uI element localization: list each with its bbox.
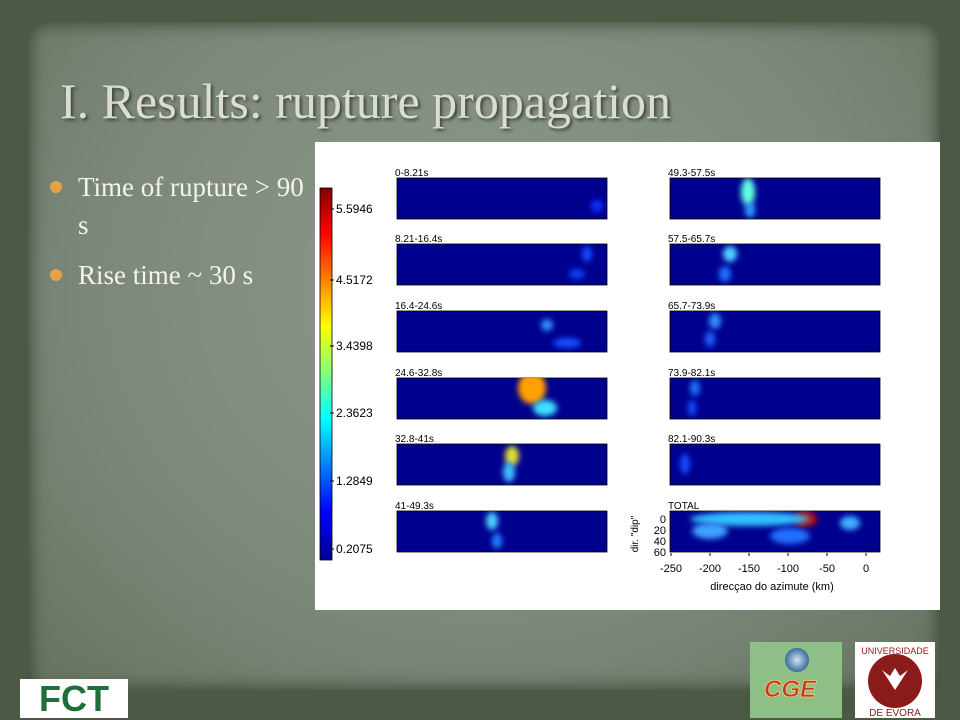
panel-background	[396, 510, 608, 553]
panel-label: 16.4-24.6s	[395, 301, 442, 312]
colorbar	[319, 187, 333, 561]
heat-blob	[719, 266, 731, 282]
fct-logo	[20, 679, 128, 718]
y-tick-label: 20	[654, 525, 666, 537]
heat-blob	[723, 246, 737, 262]
bullet: Time of rupture > 90 s	[48, 168, 318, 244]
panel-label: 24.6-32.8s	[395, 368, 442, 379]
panel-heatmap	[719, 246, 737, 282]
panel-heatmap	[705, 313, 721, 347]
panel-heatmap	[688, 380, 700, 416]
heat-blob	[745, 202, 755, 218]
panel-heatmap	[503, 446, 519, 482]
x-tick-label: -150	[738, 563, 760, 575]
heat-blob	[518, 378, 546, 404]
heat-blob	[680, 454, 690, 474]
heat-blob	[503, 462, 515, 482]
heat-blob	[705, 331, 715, 347]
heat-blob	[690, 512, 810, 526]
colorbar-label: 4.5172	[336, 273, 373, 287]
panel-heatmap	[518, 378, 557, 416]
panel-heatmap	[741, 178, 755, 218]
panel-heatmap	[569, 246, 592, 279]
panel-heatmap	[591, 200, 603, 212]
heat-blob	[541, 319, 553, 331]
heat-blob	[591, 200, 603, 212]
heat-blob	[553, 338, 581, 348]
heat-blob	[505, 446, 519, 466]
panel-background	[669, 377, 881, 420]
panel-heatmap	[541, 319, 581, 348]
panel-heatmap	[486, 512, 502, 549]
heat-blob	[492, 533, 502, 549]
heat-blob	[692, 523, 728, 539]
panel-background	[396, 177, 608, 220]
panel-background	[396, 443, 608, 486]
panel-label: 65.7-73.9s	[668, 301, 715, 312]
evora-bird	[882, 668, 908, 690]
heat-blob	[582, 246, 592, 262]
x-axis-label: direcçao do azimute (km)	[710, 581, 834, 593]
panel-label: 32.8-41s	[395, 434, 434, 445]
heat-blob	[533, 400, 557, 416]
x-tick-label: -50	[819, 563, 835, 575]
heat-blob	[569, 269, 585, 279]
panel-label: 8.21-16.4s	[395, 234, 442, 245]
colorbar-label: 2.3623	[336, 406, 373, 420]
panel-label: 49.3-57.5s	[668, 168, 715, 179]
panel-background	[669, 310, 881, 353]
x-tick-label: -200	[699, 563, 721, 575]
colorbar-label: 0.2075	[336, 542, 373, 556]
panel-heatmap	[690, 511, 860, 544]
panel-label: TOTAL	[668, 501, 700, 512]
panel-label: 57.5-65.7s	[668, 234, 715, 245]
panel-background	[669, 177, 881, 220]
colorbar-label: 1.2849	[336, 474, 373, 488]
heat-blob	[486, 512, 498, 530]
heat-blob	[690, 380, 700, 396]
colorbar-label: 5.5946	[336, 202, 373, 216]
heat-blob	[770, 528, 810, 544]
cge-globe	[785, 648, 809, 672]
y-axis-label: dir. "dip"	[630, 515, 641, 552]
heat-blob	[741, 178, 755, 206]
panel-heatmap	[680, 454, 690, 474]
x-tick-label: -100	[777, 563, 799, 575]
panel-background	[669, 243, 881, 286]
panel-label: 0-8.21s	[395, 168, 428, 179]
heat-blob	[709, 313, 721, 329]
y-tick-label: 0	[660, 514, 666, 526]
evora-bottom-text: DE EVORA	[869, 708, 921, 719]
panel-label: 82.1-90.3s	[668, 434, 715, 445]
panel-background	[396, 243, 608, 286]
y-tick-label: 40	[654, 536, 666, 548]
heat-blob	[688, 400, 696, 416]
evora-top-text: UNIVERSIDADE	[861, 646, 929, 656]
fct-text: FCT	[39, 678, 109, 719]
x-tick-label: 0	[863, 563, 869, 575]
panel-background	[396, 377, 608, 420]
x-tick-label: -250	[660, 563, 682, 575]
y-tick-label: 60	[654, 547, 666, 559]
cge-text: CGE	[764, 676, 817, 703]
heat-blob	[840, 516, 860, 530]
panel-background	[669, 443, 881, 486]
bullet-list: Time of rupture > 90 s Rise time ~ 30 s	[48, 168, 318, 306]
panel-label: 41-49.3s	[395, 501, 434, 512]
bullet: Rise time ~ 30 s	[48, 256, 318, 294]
colorbar-label: 3.4398	[336, 339, 373, 353]
panel-label: 73.9-82.1s	[668, 368, 715, 379]
slide-title: I. Results: rupture propagation	[60, 73, 671, 129]
